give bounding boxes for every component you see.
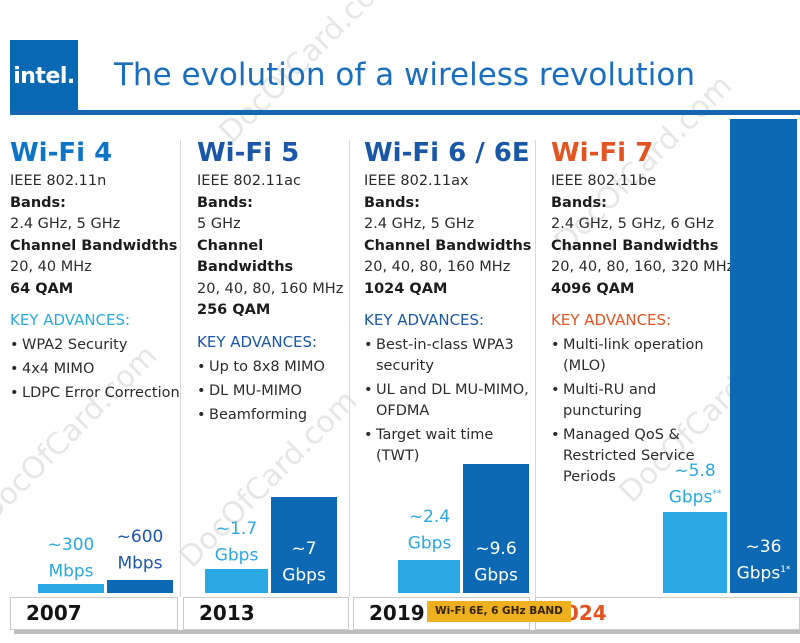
year-strip-shadow: [14, 630, 800, 634]
intel-logo: intel.: [10, 40, 78, 113]
wifi7-light-bar: [663, 512, 727, 593]
wifi4-light-bar: [38, 584, 104, 593]
list-item: DL MU-MIMO: [197, 381, 349, 402]
wifi7-dark-bar-label: ~36 Gbps1*: [736, 537, 791, 584]
year-box-2024: 2024: [535, 597, 800, 630]
wifi5-bands-label: Bands:: [197, 194, 253, 211]
wifi5-qam: 256 QAM: [197, 302, 271, 318]
wifi5-column: Wi-Fi 5 IEEE 802.11ac Bands: 5 GHz Chann…: [197, 138, 349, 429]
wifi4-key-advances-label: KEY ADVANCES:: [10, 311, 131, 329]
year-box-2013: 2013: [183, 597, 349, 630]
year-label: 2019: [369, 601, 425, 625]
list-item: LDPC Error Correction: [10, 383, 180, 404]
wifi4-advances-list: WPA2 Security 4x4 MIMO LDPC Error Correc…: [10, 335, 180, 404]
wifi4-dark-bar: [107, 580, 173, 593]
list-item: 4x4 MIMO: [10, 359, 180, 380]
wifi6-advances-list: Best-in-class WPA3 security UL and DL MU…: [364, 335, 534, 467]
title-underline: [10, 110, 800, 115]
wifi5-advances-list: Up to 8x8 MIMO DL MU-MIMO Beamforming: [197, 357, 349, 426]
wifi7-bands: 2.4 GHz, 5 GHz, 6 GHz: [551, 216, 715, 232]
wifi7-qam: 4096 QAM: [551, 280, 635, 297]
wifi4-bands-label: Bands:: [10, 194, 66, 211]
wifi6-key-advances-label: KEY ADVANCES:: [364, 311, 485, 329]
wifi7-title: Wi-Fi 7: [551, 138, 654, 168]
wifi6-bands-label: Bands:: [364, 194, 420, 211]
wifi5-light-bar-label: ~1.7 Gbps: [214, 519, 259, 566]
list-item: Multi-RU and puncturing: [551, 380, 711, 422]
wifi5-bandwidths: 20, 40, 80, 160 MHz: [197, 280, 344, 297]
column-divider: [535, 140, 536, 597]
wifi4-bandwidths-label: Channel Bandwidths: [10, 237, 178, 254]
column-divider: [349, 140, 350, 597]
year-label: 2024: [551, 601, 607, 625]
wifi6-dark-bar: [463, 464, 529, 593]
wifi5-dark-bar: [271, 497, 337, 593]
column-divider: [180, 140, 181, 597]
wifi6-bandwidths: 20, 40, 80, 160 MHz: [364, 259, 511, 275]
wifi6-column: Wi-Fi 6 / 6E IEEE 802.11ax Bands: 2.4 GH…: [364, 138, 534, 470]
list-item: Beamforming: [197, 405, 349, 426]
list-item: UL and DL MU-MIMO, OFDMA: [364, 380, 534, 422]
wifi4-title: Wi-Fi 4: [10, 138, 113, 168]
wifi7-ieee: IEEE 802.11be: [551, 173, 657, 189]
wifi4-ieee: IEEE 802.11n: [10, 173, 107, 189]
wifi7-column: Wi-Fi 7 IEEE 802.11be Bands: 2.4 GHz, 5 …: [551, 138, 739, 491]
list-item: Multi-link operation (MLO): [551, 335, 711, 377]
wifi5-bandwidths-label: Channel Bandwidths: [197, 237, 294, 276]
wifi5-light-bar: [205, 569, 268, 593]
wifi5-ieee: IEEE 802.11ac: [197, 173, 301, 189]
list-item: Managed QoS & Restricted Service Periods: [551, 425, 711, 488]
wifi6-bandwidths-label: Channel Bandwidths: [364, 237, 532, 254]
slide-title: The evolution of a wireless revolution: [114, 57, 696, 93]
wifi7-advances-list: Multi-link operation (MLO) Multi-RU and …: [551, 335, 711, 488]
wifi4-bandwidths: 20, 40 MHz: [10, 259, 92, 275]
wifi6-ieee: IEEE 802.11ax: [364, 173, 469, 189]
wifi7-bands-label: Bands:: [551, 194, 607, 211]
wifi7-bandwidths-label: Channel Bandwidths: [551, 237, 719, 254]
list-item: Up to 8x8 MIMO: [197, 357, 349, 378]
wifi4-bands: 2.4 GHz, 5 GHz: [10, 216, 121, 232]
wifi7-dark-bar: [730, 119, 797, 593]
wifi6-light-bar: [398, 560, 460, 593]
wifi4-light-bar-label: ~300 Mbps: [47, 535, 95, 582]
wifi7-bandwidths: 20, 40, 80, 160, 320 MHz: [551, 259, 735, 275]
wifi4-dark-bar-label: ~600 Mbps: [116, 527, 164, 574]
year-box-2007: 2007: [10, 597, 178, 630]
wifi5-title: Wi-Fi 5: [197, 138, 300, 168]
year-label: 2007: [26, 601, 82, 625]
list-item: Best-in-class WPA3 security: [364, 335, 534, 377]
wifi7-key-advances-label: KEY ADVANCES:: [551, 311, 672, 329]
wifi5-dark-bar-label: ~7 Gbps: [282, 539, 326, 586]
wifi6e-band-badge: Wi-Fi 6E, 6 GHz BAND: [427, 601, 571, 622]
wifi7-light-bar-label: ~5.8 Gbps**: [668, 461, 722, 508]
list-item: WPA2 Security: [10, 335, 180, 356]
wifi6-light-bar-label: ~2.4 Gbps: [407, 507, 452, 554]
year-label: 2013: [199, 601, 255, 625]
wifi6-bands: 2.4 GHz, 5 GHz: [364, 216, 475, 232]
wifi6-dark-bar-label: ~9.6 Gbps: [474, 539, 518, 586]
wifi4-qam: 64 QAM: [10, 280, 74, 297]
wifi5-bands: 5 GHz: [197, 216, 241, 232]
wifi6-title: Wi-Fi 6 / 6E: [364, 138, 530, 168]
wifi5-key-advances-label: KEY ADVANCES:: [197, 332, 318, 351]
wifi4-column: Wi-Fi 4 IEEE 802.11n Bands: 2.4 GHz, 5 G…: [10, 138, 180, 407]
wifi6-qam: 1024 QAM: [364, 280, 448, 297]
list-item: Target wait time (TWT): [364, 425, 534, 467]
